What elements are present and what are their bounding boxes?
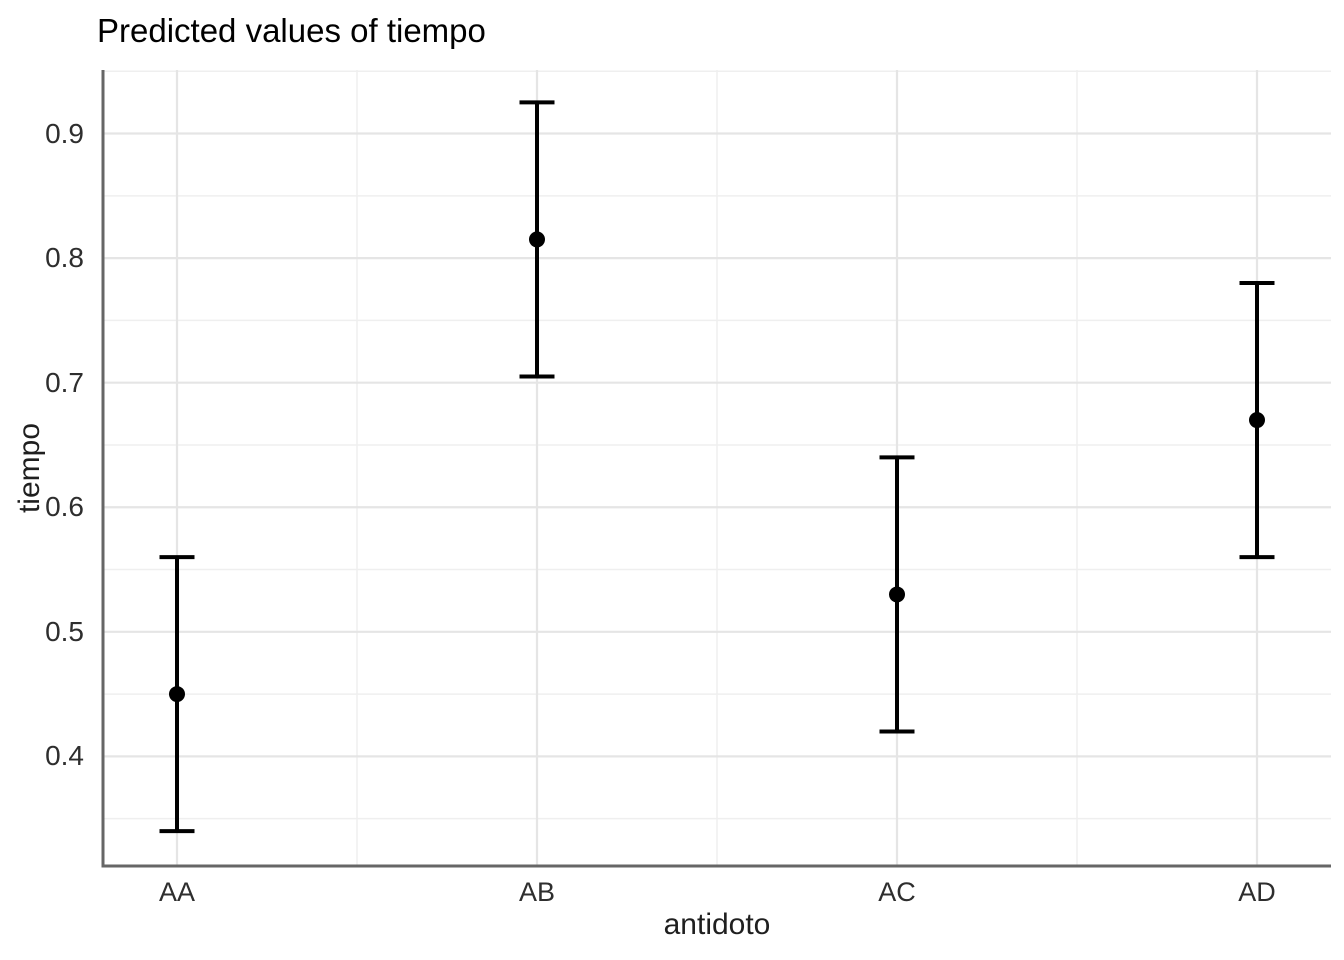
x-axis-title: antidoto bbox=[663, 908, 771, 941]
gridlines-major bbox=[103, 70, 1331, 866]
x-tick-label-AC: AC bbox=[878, 877, 916, 907]
y-tick-label-0.6: 0.6 bbox=[45, 491, 84, 523]
y-axis-title: tiempo bbox=[13, 422, 46, 514]
y-tick-label-0.5: 0.5 bbox=[45, 615, 84, 647]
axis-lines bbox=[101, 70, 1331, 868]
pointrange-AB bbox=[519, 100, 555, 379]
pointrange-AD bbox=[1239, 281, 1275, 560]
x-tick-label-AA: AA bbox=[158, 877, 196, 907]
y-tick-label-0.8: 0.8 bbox=[45, 242, 84, 274]
y-tick-label-0.4: 0.4 bbox=[45, 740, 84, 772]
y-tick-label-0.7: 0.7 bbox=[45, 366, 84, 398]
point-AA bbox=[169, 686, 185, 703]
x-tick-label-AB: AB bbox=[518, 877, 556, 907]
x-tick-label-AD: AD bbox=[1238, 877, 1276, 907]
pointrange-AC bbox=[879, 455, 915, 734]
chart-title: Predicted values of tiempo bbox=[97, 12, 486, 49]
pointrange-AA bbox=[159, 555, 195, 834]
point-AC bbox=[889, 586, 905, 603]
gridlines-minor bbox=[103, 70, 1331, 866]
point-AD bbox=[1249, 412, 1265, 429]
point-AB bbox=[529, 231, 545, 248]
y-tick-label-0.9: 0.9 bbox=[45, 117, 84, 149]
